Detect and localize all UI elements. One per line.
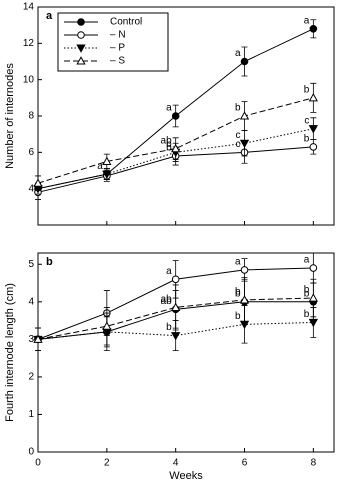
y-tick-label: 4 (28, 183, 34, 194)
significance-letter: c (236, 139, 241, 150)
panel-label: b (46, 256, 53, 268)
y-tick-label: 0 (28, 447, 34, 458)
marker (102, 170, 112, 179)
significance-letter: a (235, 257, 241, 268)
significance-letter: ab (161, 135, 173, 146)
marker (102, 321, 112, 330)
marker (240, 57, 249, 66)
significance-letter: b (166, 143, 172, 154)
legend-marker (77, 31, 85, 39)
legend-label: Control (110, 17, 142, 28)
marker (33, 178, 43, 187)
marker (33, 334, 43, 343)
marker (240, 266, 249, 274)
marker (309, 25, 318, 33)
significance-letter: b (166, 139, 172, 150)
marker (308, 125, 318, 134)
legend-label: – N (110, 30, 126, 41)
significance-letter: a (166, 103, 172, 114)
y-tick-label: 5 (28, 259, 34, 270)
y-axis-label: Fourth internode length (cm) (4, 283, 16, 422)
marker (239, 139, 250, 149)
significance-letter: c (236, 130, 241, 141)
significance-letter: a (235, 48, 241, 59)
significance-letter: b (304, 288, 310, 299)
significance-letter: b (304, 84, 310, 95)
x-tick-label: 4 (173, 458, 179, 469)
significance-letter: b (235, 103, 241, 114)
significance-letter: b (304, 309, 310, 320)
marker (171, 302, 181, 311)
marker (309, 143, 318, 151)
plot-frame (37, 252, 335, 453)
marker (239, 295, 250, 304)
x-axis-label: Weeks (169, 470, 203, 481)
marker (171, 143, 181, 153)
significance-letter: ab (161, 296, 173, 307)
marker (102, 156, 112, 165)
significance-letter: b (235, 287, 241, 298)
x-tick-label: 2 (104, 458, 110, 469)
significance-letter: a (166, 266, 172, 277)
marker (308, 318, 318, 328)
y-tick-label: 10 (23, 74, 35, 85)
significance-letter: b (304, 134, 310, 145)
y-tick-label: 6 (28, 147, 34, 158)
y-tick-label: 1 (28, 409, 34, 420)
x-tick-label: 8 (311, 458, 317, 469)
legend-marker (76, 56, 86, 65)
significance-letter: b (304, 285, 310, 296)
marker (239, 111, 250, 120)
marker (308, 293, 318, 302)
significance-letter: b (166, 322, 172, 333)
significance-letter: b (235, 288, 241, 299)
marker (309, 264, 318, 272)
significance-letter: ab (161, 294, 173, 305)
series-line (37, 297, 314, 340)
series-line (37, 128, 314, 190)
marker (308, 93, 318, 102)
y-tick-label: 3 (28, 334, 34, 345)
significance-letter: a (304, 15, 310, 26)
marker (171, 275, 180, 284)
y-tick-label: 14 (23, 2, 35, 13)
significance-letter: a (304, 255, 310, 266)
y-tick-label: 4 (28, 296, 34, 307)
y-tick-label: 8 (28, 111, 34, 122)
series-line (37, 321, 314, 340)
y-tick-label: 2 (28, 372, 34, 383)
marker (171, 332, 181, 341)
series-line (37, 97, 314, 184)
x-tick-label: 6 (242, 458, 248, 469)
significance-letter: c (304, 115, 309, 126)
marker (171, 112, 180, 120)
legend-marker (77, 18, 85, 26)
legend-label: – S (110, 56, 125, 67)
legend-label: – P (110, 43, 125, 54)
y-tick-label: 12 (23, 38, 35, 49)
y-axis-label: Number of internodes (4, 63, 16, 169)
x-tick-label: 0 (35, 458, 41, 469)
panel-label: a (46, 10, 53, 22)
significance-letter: a (97, 161, 103, 172)
legend-marker (76, 44, 86, 53)
significance-letter: b (235, 311, 241, 322)
